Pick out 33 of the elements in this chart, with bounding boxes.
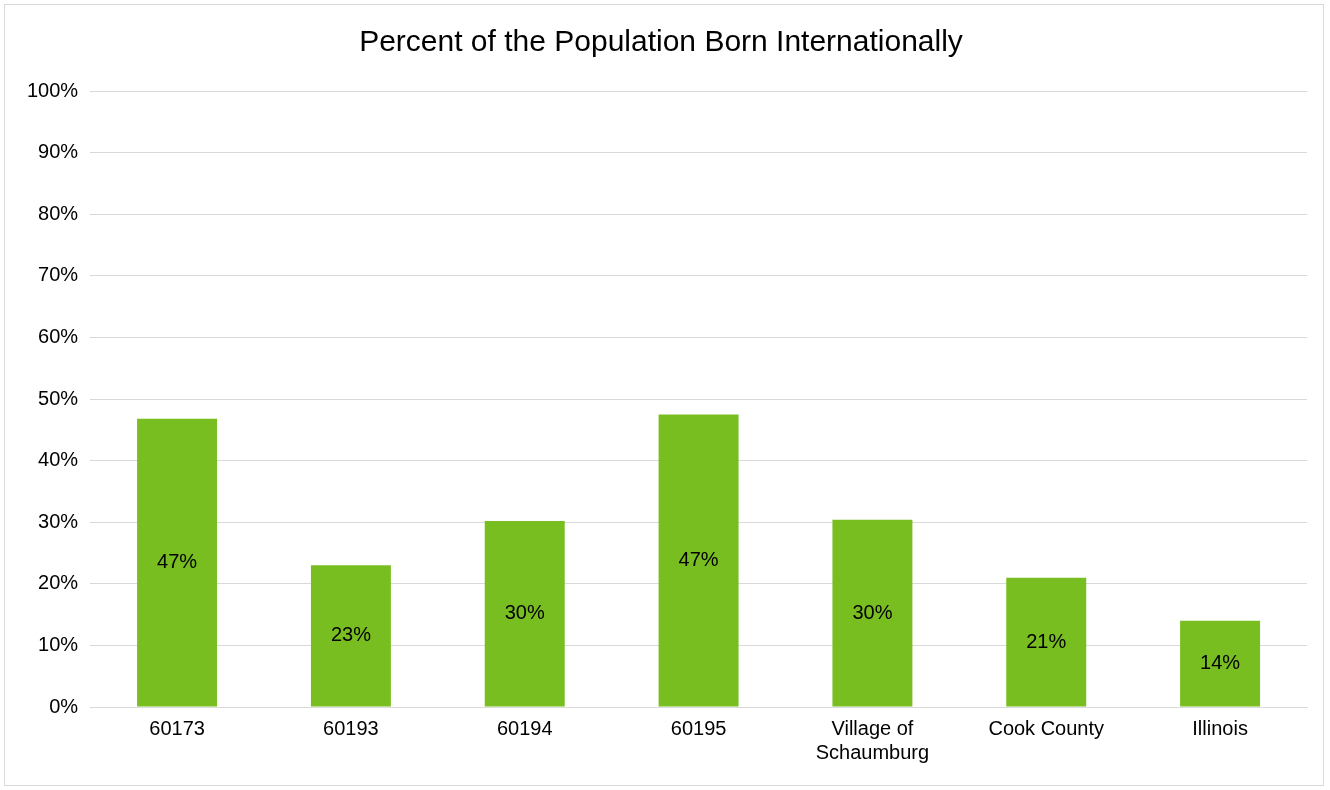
data-label: 21% — [1026, 629, 1067, 652]
y-tick-label: 0% — [49, 694, 79, 717]
bar — [1006, 577, 1087, 707]
y-tick-label: 40% — [38, 448, 79, 471]
data-label: 47% — [157, 550, 198, 573]
x-tick-label: 60193 — [323, 716, 379, 739]
y-tick-label: 90% — [38, 140, 79, 163]
x-tick-label: 60173 — [149, 716, 205, 739]
y-tick-label: 80% — [38, 201, 79, 224]
data-label: 30% — [504, 601, 545, 624]
y-tick-label: 50% — [38, 386, 79, 409]
bar — [484, 520, 565, 707]
x-tick-label: 60195 — [670, 716, 727, 739]
data-label: 14% — [1200, 651, 1241, 674]
bar — [137, 418, 218, 707]
y-tick-label: 20% — [38, 571, 79, 594]
data-label: 30% — [852, 600, 893, 623]
y-tick-label: 60% — [38, 324, 79, 347]
y-tick-label: 100% — [27, 78, 79, 101]
data-label: 47% — [678, 547, 719, 570]
chart-title: Percent of the Population Born Internationally — [359, 24, 963, 58]
data-label: 23% — [330, 623, 372, 646]
x-tick-label: Illinois — [1192, 716, 1248, 739]
y-tick-label: 10% — [38, 632, 79, 655]
bar — [310, 565, 391, 707]
y-tick-label: 70% — [38, 263, 79, 286]
x-tick-label: Village of Schaumburg — [815, 716, 930, 763]
bar — [1180, 620, 1261, 707]
x-tick-label: Cook County — [988, 716, 1105, 739]
y-tick-label: 30% — [38, 509, 79, 532]
bar — [658, 414, 739, 707]
x-tick-label: 60194 — [496, 716, 553, 739]
bar — [832, 519, 913, 707]
